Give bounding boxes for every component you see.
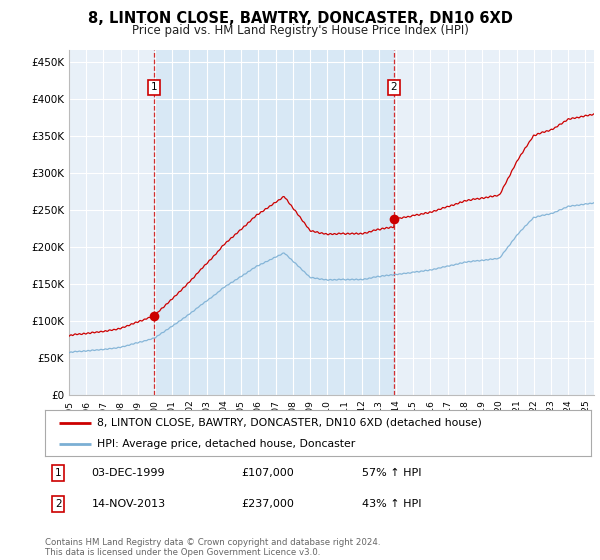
Bar [69, 50, 154, 395]
Text: 57% ↑ HPI: 57% ↑ HPI [362, 468, 421, 478]
Text: 8, LINTON CLOSE, BAWTRY, DONCASTER, DN10 6XD: 8, LINTON CLOSE, BAWTRY, DONCASTER, DN10… [88, 11, 512, 26]
Text: £237,000: £237,000 [242, 500, 295, 509]
Bar [394, 50, 594, 395]
Text: 2: 2 [391, 82, 397, 92]
Text: HPI: Average price, detached house, Doncaster: HPI: Average price, detached house, Donc… [97, 439, 355, 449]
Text: 43% ↑ HPI: 43% ↑ HPI [362, 500, 421, 509]
Text: £107,000: £107,000 [242, 468, 295, 478]
Text: 1: 1 [55, 468, 61, 478]
Text: 2: 2 [55, 500, 61, 509]
Text: Contains HM Land Registry data © Crown copyright and database right 2024.
This d: Contains HM Land Registry data © Crown c… [45, 538, 380, 557]
Text: 1: 1 [151, 82, 157, 92]
Text: Price paid vs. HM Land Registry's House Price Index (HPI): Price paid vs. HM Land Registry's House … [131, 24, 469, 36]
Text: 14-NOV-2013: 14-NOV-2013 [91, 500, 166, 509]
Bar [154, 50, 394, 395]
Text: 8, LINTON CLOSE, BAWTRY, DONCASTER, DN10 6XD (detached house): 8, LINTON CLOSE, BAWTRY, DONCASTER, DN10… [97, 418, 482, 428]
Text: 03-DEC-1999: 03-DEC-1999 [91, 468, 165, 478]
